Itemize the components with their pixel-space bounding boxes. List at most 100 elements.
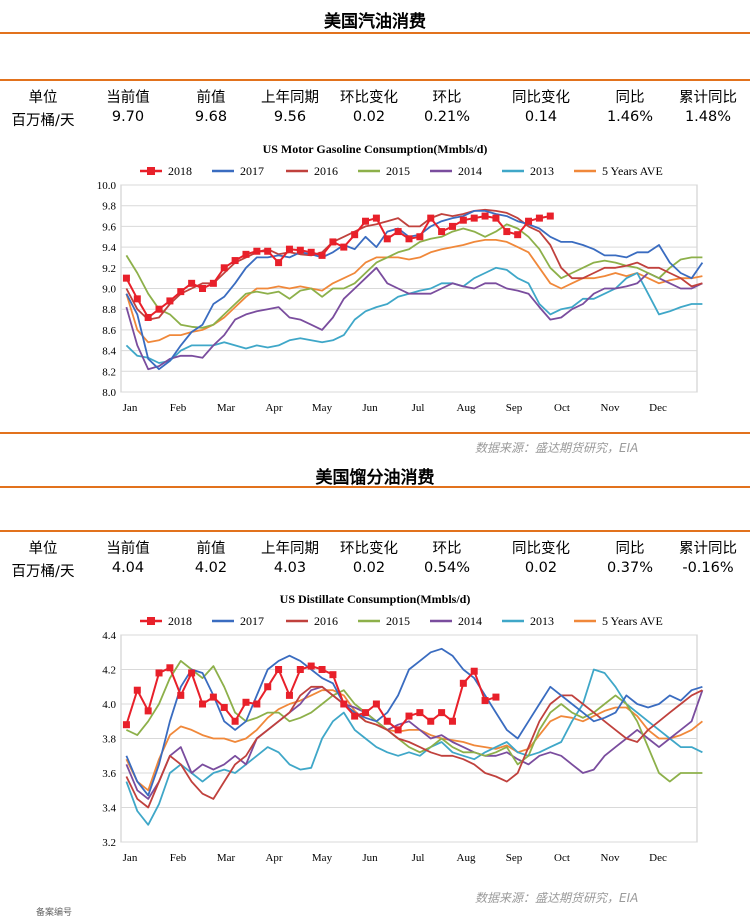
x-tick-label: Mar	[217, 852, 236, 864]
data-point	[122, 274, 130, 282]
stats-header-cell: 上年同期	[261, 90, 319, 106]
data-point	[383, 717, 391, 725]
series-line-2013	[125, 668, 703, 826]
section-divider	[0, 79, 750, 81]
data-point	[122, 721, 130, 729]
x-tick-label: May	[312, 852, 333, 864]
legend-label: 2016	[314, 164, 338, 178]
y-tick-label: 3.8	[102, 734, 116, 746]
x-tick-label: Jul	[412, 402, 425, 414]
data-point	[177, 288, 185, 296]
stats-header-cell: 单位	[28, 90, 58, 106]
series-line-2016	[125, 685, 703, 809]
y-tick-label: 4.0	[102, 699, 116, 711]
stats-header-cell: 同比变化	[512, 541, 570, 557]
y-tick-label: 8.0	[102, 387, 116, 399]
data-point	[275, 666, 283, 673]
data-point	[199, 700, 207, 708]
series-line-2015	[125, 223, 703, 329]
section-divider	[0, 32, 750, 34]
section-divider	[0, 530, 750, 532]
data-point	[199, 285, 207, 292]
x-tick-label: Jul	[412, 852, 425, 864]
section-divider	[0, 486, 750, 488]
x-tick-label: Sep	[506, 402, 523, 414]
data-point	[514, 231, 522, 239]
x-tick-label: Aug	[457, 852, 476, 864]
stats-value-cell: 1.46%	[606, 109, 654, 125]
stats-header-cell: 同比	[615, 90, 645, 106]
x-tick-label: Feb	[170, 852, 187, 864]
stats-value-cell: 1.48%	[684, 109, 732, 125]
x-tick-label: Apr	[265, 852, 282, 864]
data-point	[253, 700, 261, 708]
series-line-2018	[125, 215, 551, 319]
legend-label: 2014	[458, 614, 482, 628]
x-tick-label: Dec	[649, 402, 667, 414]
gasoline-chart: US Motor Gasoline Consumption(Mmbls/d) 8.…	[0, 135, 750, 424]
stats-value-cell: 百万桶/天	[11, 564, 75, 580]
y-tick-label: 3.4	[102, 803, 116, 815]
stats-value-cell: -0.16%	[682, 560, 734, 576]
legend-label: 2017	[240, 164, 264, 178]
section-divider	[0, 432, 750, 434]
stats-header-cell: 同比	[615, 541, 645, 557]
stats-header-cell: 单位	[28, 541, 58, 557]
y-tick-label: 8.4	[102, 346, 116, 358]
data-point	[362, 709, 370, 717]
legend-label: 2017	[240, 614, 264, 628]
stats-value-cell: 4.02	[194, 560, 228, 576]
legend-label: 2013	[530, 614, 554, 628]
x-tick-label: Apr	[265, 402, 282, 414]
legend-label: 5 Years AVE	[602, 614, 663, 628]
x-tick-label: Jun	[362, 402, 378, 414]
x-tick-label: Aug	[457, 402, 476, 414]
y-tick-label: 8.6	[102, 325, 116, 337]
series-line-2014	[125, 266, 703, 371]
legend-label: 2014	[458, 164, 482, 178]
stats-value-cell: 0.54%	[423, 560, 471, 576]
data-point	[503, 228, 511, 236]
stats-value-cell: 0.37%	[606, 560, 654, 576]
data-point	[133, 295, 141, 303]
stats-header-cell: 当前值	[106, 541, 150, 557]
stats-header-cell: 环比变化	[340, 90, 398, 106]
stats-header-cell: 当前值	[106, 90, 150, 106]
data-point	[188, 669, 196, 677]
data-point	[438, 228, 446, 236]
series-line-5-years-ave	[125, 689, 703, 792]
data-point	[481, 212, 489, 220]
data-point	[481, 697, 489, 705]
data-point	[285, 691, 293, 699]
y-tick-label: 8.8	[102, 304, 116, 316]
data-point	[242, 250, 250, 258]
stats-value-cell: 0.02	[352, 560, 386, 576]
x-tick-label: Oct	[554, 852, 570, 864]
legend-label: 2015	[386, 164, 410, 178]
stats-value-cell: 0.14	[524, 109, 558, 125]
stats-header-cell: 上年同期	[261, 541, 319, 557]
data-point	[459, 216, 467, 224]
stats-header-cell: 累计同比	[679, 541, 737, 557]
data-point	[340, 243, 348, 251]
data-point	[166, 297, 174, 305]
data-point	[144, 707, 152, 715]
data-point	[155, 669, 163, 677]
legend-label: 2018	[168, 614, 192, 628]
data-point	[264, 247, 272, 255]
data-point	[427, 214, 435, 222]
data-point	[231, 257, 239, 265]
data-point	[492, 214, 500, 222]
stats-header-row: 单位 当前值 前值 上年同期 环比变化 环比 同比变化 同比 累计同比	[0, 86, 750, 108]
stats-value-row: 百万桶/天 9.70 9.68 9.56 0.02 0.21% 0.14 1.4…	[0, 109, 750, 131]
data-point	[296, 246, 304, 254]
legend-label: 2015	[386, 614, 410, 628]
legend-label: 2018	[168, 164, 192, 178]
stats-header-cell: 累计同比	[679, 90, 737, 106]
x-tick-label: Nov	[601, 402, 620, 414]
y-tick-label: 9.6	[102, 221, 116, 233]
stats-value-cell: 百万桶/天	[11, 113, 75, 129]
x-tick-label: Dec	[649, 852, 667, 864]
distillate-section-title: 美国馏分油消费	[315, 468, 435, 488]
data-point	[427, 717, 435, 725]
